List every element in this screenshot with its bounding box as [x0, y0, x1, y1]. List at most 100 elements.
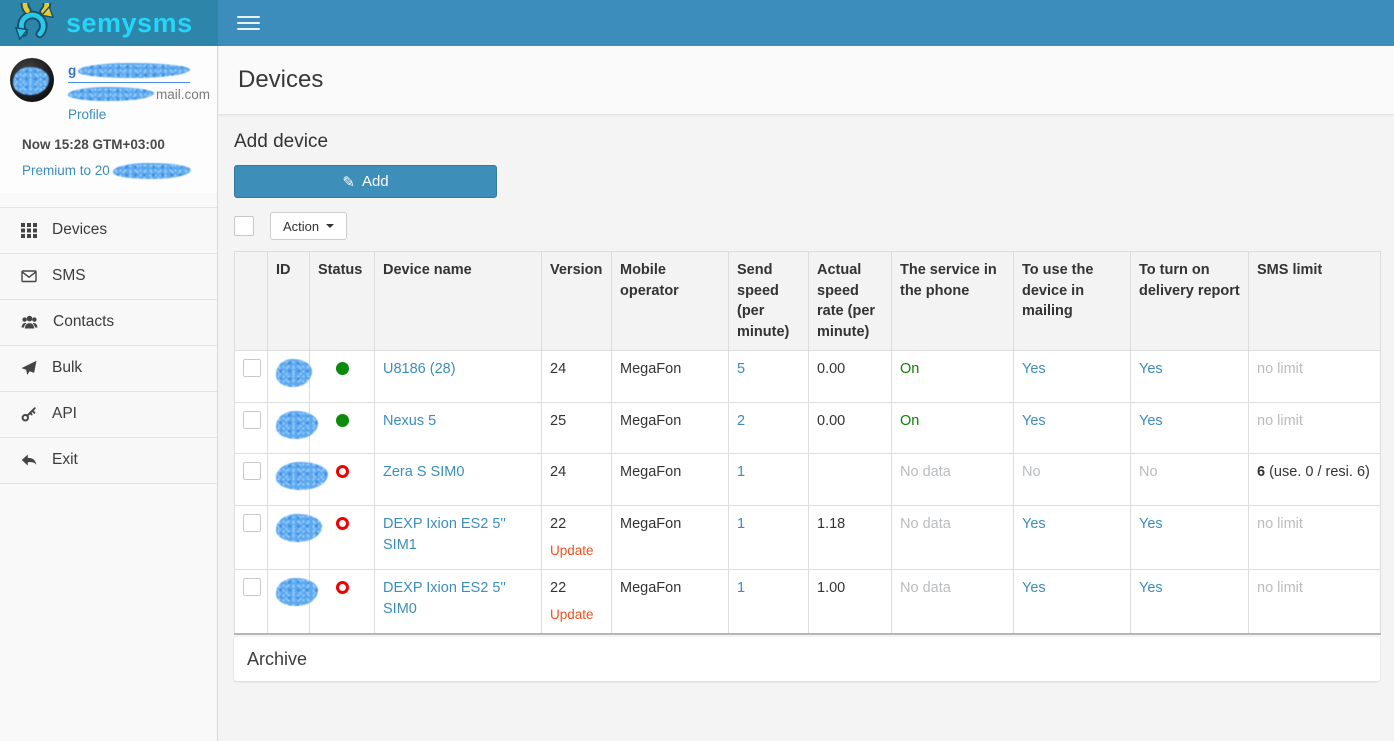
use-mailing-cell: No: [1013, 453, 1131, 507]
devices-table: ID Status Device name Version Mobile operato…: [234, 250, 1381, 636]
sidebar-item-contacts[interactable]: Contacts: [0, 299, 217, 346]
operator-cell: MegaFon: [611, 401, 729, 455]
sms-limit-value: no limit: [1257, 516, 1303, 533]
version-value: 24: [550, 361, 567, 378]
column-header-sms-limit: SMS limit: [1248, 250, 1381, 352]
device-row: Nexus 5 25 MegaFon 2 0.00 On Yes Yes no limit: [234, 401, 1381, 455]
column-header-status: Status: [309, 250, 375, 352]
sms-limit-cell: no limit: [1248, 401, 1381, 455]
actual-speed-cell: 1.18: [808, 505, 892, 571]
delivery-report-toggle[interactable]: Yes: [1139, 361, 1163, 378]
delivery-report-cell: Yes: [1130, 569, 1249, 635]
profile-block: g mail.com Profile Now 15:28 GTM+03:00 P…: [0, 46, 217, 193]
menu-toggle-icon[interactable]: [229, 4, 268, 42]
delivery-report-toggle[interactable]: Yes: [1139, 516, 1163, 533]
use-mailing-toggle[interactable]: Yes: [1022, 361, 1046, 378]
device-id-cell: [267, 401, 318, 455]
sidebar-item-sms[interactable]: SMS: [0, 253, 217, 300]
navbar: [218, 0, 1394, 46]
operator-cell: MegaFon: [611, 350, 729, 403]
row-select-cell: [234, 453, 268, 507]
top-header: semysms: [0, 0, 1394, 46]
row-checkbox[interactable]: [243, 359, 261, 378]
operator-cell: MegaFon: [611, 569, 729, 635]
version-cell: 24: [541, 453, 612, 507]
device-id-cell: [267, 505, 322, 571]
sidebar-item-exit[interactable]: Exit: [0, 437, 217, 484]
column-header-name: Device name: [374, 250, 542, 352]
row-checkbox[interactable]: [243, 462, 261, 481]
actual-speed-cell: 0.00: [808, 401, 892, 455]
delivery-report-value: No: [1139, 464, 1158, 481]
status-indicator-offline: [335, 581, 349, 595]
device-name-link[interactable]: U8186 (28): [383, 361, 456, 378]
sidebar-item-label: SMS: [52, 267, 86, 285]
update-link[interactable]: Update: [550, 542, 594, 558]
device-id-cell: [267, 569, 318, 635]
profile-link[interactable]: Profile: [68, 107, 107, 123]
device-name-link[interactable]: Zera S SIM0: [383, 464, 465, 481]
profile-name-redacted[interactable]: g: [68, 61, 191, 83]
pencil-icon: ✎: [342, 173, 355, 191]
column-header-service: The service in the phone: [891, 250, 1014, 352]
device-id-redaction: [276, 462, 328, 491]
sidebar-item-api[interactable]: API: [0, 391, 217, 438]
row-checkbox[interactable]: [243, 578, 261, 597]
add-device-button[interactable]: ✎ Add: [234, 165, 497, 198]
archive-panel[interactable]: Archive: [234, 637, 1380, 682]
device-id-redaction: [276, 410, 318, 439]
delivery-report-toggle[interactable]: Yes: [1139, 580, 1163, 597]
actual-speed-cell: 0.00: [808, 350, 892, 403]
device-id-redaction: [276, 578, 318, 607]
sidebar-item-label: API: [52, 405, 77, 423]
delivery-report-toggle[interactable]: Yes: [1139, 412, 1163, 429]
send-speed-link[interactable]: 1: [737, 464, 746, 481]
device-name-link[interactable]: DEXP Ixion ES2 5'' SIM1: [383, 516, 506, 553]
avatar-redaction: [13, 67, 49, 95]
page-title-bar: Devices: [219, 46, 1394, 115]
version-value: 25: [550, 412, 567, 429]
row-select-cell: [234, 505, 268, 571]
sms-limit-detail: (use. 0 / resi. 6): [1265, 464, 1370, 481]
send-speed-cell: 1: [728, 453, 809, 507]
use-mailing-toggle[interactable]: Yes: [1022, 412, 1046, 429]
send-speed-link[interactable]: 2: [737, 412, 746, 429]
select-all-checkbox[interactable]: [234, 216, 254, 236]
use-mailing-cell: Yes: [1013, 505, 1131, 571]
device-row: DEXP Ixion ES2 5'' SIM0 22 Update MegaFon 1 1…: [234, 569, 1381, 635]
avatar: [10, 58, 54, 102]
send-speed-cell: 5: [728, 350, 809, 403]
send-speed-link[interactable]: 1: [737, 580, 746, 597]
logo[interactable]: semysms: [0, 0, 218, 46]
send-speed-link[interactable]: 1: [737, 516, 746, 533]
update-link[interactable]: Update: [550, 606, 594, 622]
device-name-link[interactable]: Nexus 5: [383, 412, 437, 429]
operator-cell: MegaFon: [611, 453, 729, 507]
sidebar-item-label: Exit: [52, 451, 78, 469]
delivery-report-cell: Yes: [1130, 401, 1249, 455]
delivery-report-cell: No: [1130, 453, 1249, 507]
sidebar-item-label: Contacts: [53, 313, 115, 331]
status-indicator-offline: [335, 465, 349, 479]
row-checkbox[interactable]: [243, 514, 261, 533]
use-mailing-toggle[interactable]: Yes: [1022, 516, 1046, 533]
sidebar-item-bulk[interactable]: Bulk: [0, 345, 217, 392]
send-speed-link[interactable]: 5: [737, 361, 746, 378]
send-speed-cell: 1: [728, 569, 809, 635]
device-name-cell: Zera S SIM0: [374, 453, 542, 507]
use-mailing-toggle[interactable]: Yes: [1022, 580, 1046, 597]
action-dropdown-button[interactable]: Action: [270, 212, 348, 240]
sidebar-item-devices[interactable]: Devices: [0, 207, 217, 254]
service-cell: No data: [891, 505, 1014, 571]
device-row: Zera S SIM0 24 MegaFon 1 No data No No 6 (use. …: [234, 453, 1381, 507]
device-id-cell: [267, 453, 328, 507]
device-id-redaction: [276, 359, 312, 388]
version-cell: 24: [541, 350, 612, 403]
row-checkbox[interactable]: [243, 410, 261, 429]
status-indicator-online: [335, 413, 349, 427]
device-id-redaction: [276, 514, 322, 543]
sms-limit-cell: no limit: [1248, 569, 1381, 635]
use-mailing-cell: Yes: [1013, 401, 1131, 455]
device-name-link[interactable]: DEXP Ixion ES2 5'' SIM0: [383, 580, 506, 617]
premium-status[interactable]: Premium to 20: [22, 162, 207, 179]
